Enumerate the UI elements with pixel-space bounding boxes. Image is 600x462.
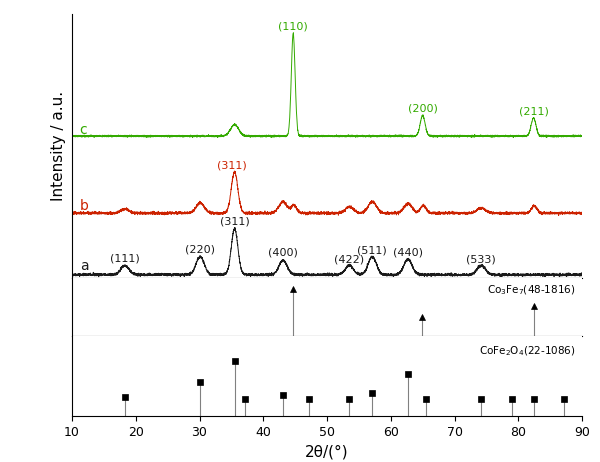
Text: CoFe$_2$O$_4$(22-1086): CoFe$_2$O$_4$(22-1086) [479,344,575,358]
Text: (400): (400) [268,248,298,258]
Text: (311): (311) [217,161,246,171]
Text: b: b [80,200,89,213]
Y-axis label: Intensity / a.u.: Intensity / a.u. [52,91,67,201]
Text: (111): (111) [110,254,140,263]
Text: (311): (311) [220,216,250,226]
Text: (200): (200) [407,103,437,114]
Text: (511): (511) [358,245,387,255]
Text: (440): (440) [393,248,423,257]
Text: c: c [80,122,87,137]
Text: Co$_3$Fe$_7$(48-1816): Co$_3$Fe$_7$(48-1816) [487,284,575,298]
Text: (110): (110) [278,22,308,32]
X-axis label: 2θ/(°): 2θ/(°) [305,444,349,459]
Text: (422): (422) [334,254,364,264]
Text: (220): (220) [185,244,215,254]
Text: (211): (211) [518,106,548,116]
Text: (533): (533) [466,255,496,265]
Text: a: a [80,259,88,273]
